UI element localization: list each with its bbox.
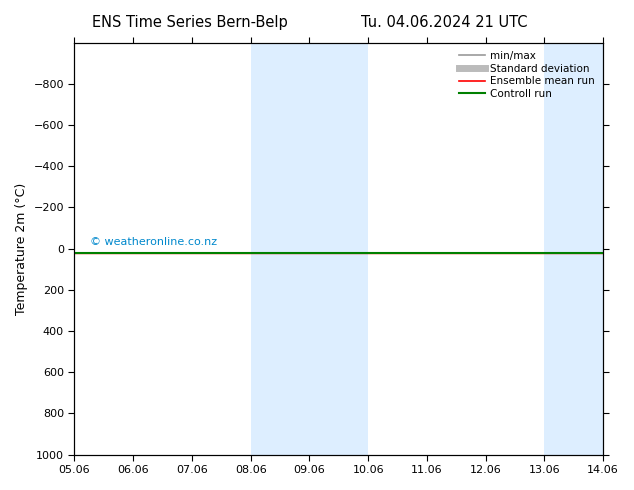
Bar [545, 43, 603, 455]
Y-axis label: Temperature 2m (°C): Temperature 2m (°C) [15, 182, 28, 315]
Text: Tu. 04.06.2024 21 UTC: Tu. 04.06.2024 21 UTC [361, 15, 527, 30]
Bar [309, 43, 368, 455]
Text: © weatheronline.co.nz: © weatheronline.co.nz [90, 237, 217, 246]
Bar [250, 43, 309, 455]
Legend: min/max, Standard deviation, Ensemble mean run, Controll run: min/max, Standard deviation, Ensemble me… [456, 48, 598, 102]
Text: ENS Time Series Bern-Belp: ENS Time Series Bern-Belp [93, 15, 288, 30]
